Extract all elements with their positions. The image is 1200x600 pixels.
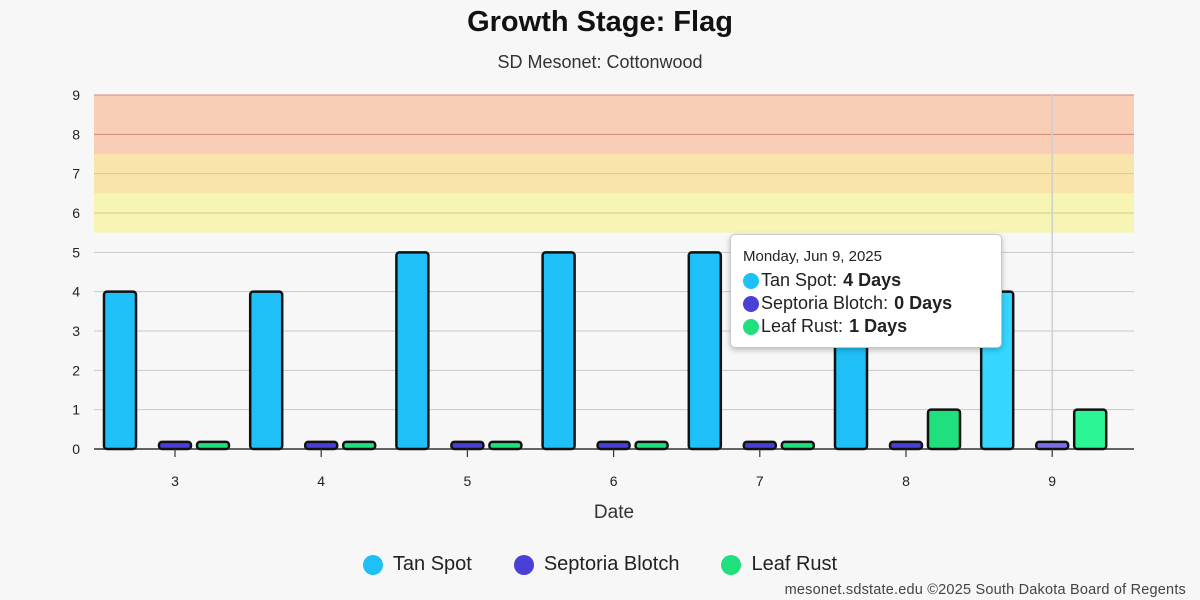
legend: Tan Spot Septoria Blotch Leaf Rust	[0, 553, 1200, 576]
y-tick-label: 3	[72, 323, 80, 339]
bar-leaf-rust-7	[780, 440, 816, 451]
y-tick-label: 7	[72, 166, 80, 182]
legend-label-leaf-rust: Leaf Rust	[751, 553, 838, 575]
tooltip-row-septoria-blotch: Septoria Blotch: 0 Days	[743, 292, 989, 315]
bar-septoria-blotch-7	[742, 440, 778, 451]
tooltip-date: Monday, Jun 9, 2025	[743, 248, 882, 265]
tooltip: Monday, Jun 9, 2025 Tan Spot: 4 Days Sep…	[730, 234, 1002, 348]
bar-leaf-rust-8	[926, 408, 962, 451]
tooltip-row-leaf-rust: Leaf Rust: 1 Days	[743, 315, 989, 338]
tooltip-marker-septoria-blotch	[743, 295, 759, 312]
bar-septoria-blotch-3	[157, 440, 193, 451]
bar-tan-spot-4	[248, 290, 284, 451]
x-tick-label: 7	[756, 473, 764, 489]
bar-tan-spot-5	[395, 251, 430, 451]
y-tick-label: 6	[72, 205, 80, 221]
tooltip-value-septoria-blotch: 0 Days	[894, 293, 953, 313]
bar-tan-spot-3	[102, 290, 138, 451]
legend-item-septoria-blotch[interactable]: Septoria Blotch	[513, 553, 680, 576]
bar-septoria-blotch-9	[1034, 440, 1070, 451]
legend-marker-septoria-blotch	[513, 554, 534, 575]
bar-leaf-rust-6	[634, 440, 669, 451]
y-tick-label: 0	[72, 441, 80, 457]
x-tick-label: 6	[610, 473, 618, 489]
chart-subtitle: SD Mesonet: Cottonwood	[497, 52, 703, 72]
y-tick-label: 8	[72, 126, 80, 142]
tooltip-value-leaf-rust: 1 Days	[849, 316, 908, 336]
bar-leaf-rust-3	[195, 440, 231, 451]
x-axis-label: Date	[594, 502, 634, 523]
bar-septoria-blotch-6	[596, 440, 631, 451]
tooltip-name-tan-spot: Tan Spot	[761, 270, 833, 290]
bar-septoria-blotch-8	[888, 440, 924, 451]
y-tick-label: 4	[72, 284, 80, 300]
y-tick-label: 9	[72, 87, 80, 103]
legend-label-tan-spot: Tan Spot	[392, 553, 472, 575]
legend-item-leaf-rust[interactable]: Leaf Rust	[721, 553, 837, 576]
bar-leaf-rust-5	[488, 440, 523, 451]
bar-leaf-rust-4	[341, 440, 377, 451]
bar-septoria-blotch-4	[303, 440, 339, 451]
legend-item-tan-spot[interactable]: Tan Spot	[362, 553, 472, 576]
legend-marker-tan-spot	[362, 554, 383, 575]
tooltip-name-septoria-blotch: Septoria Blotch	[761, 293, 884, 313]
chart-title: Growth Stage: Flag	[467, 6, 733, 38]
tooltip-marker-leaf-rust	[743, 318, 759, 335]
credit-text[interactable]: mesonet.sdstate.edu ©2025 South Dakota B…	[784, 582, 1186, 598]
x-tick-label: 9	[1048, 473, 1056, 489]
x-tick-label: 3	[171, 473, 179, 489]
x-tick-label: 4	[317, 473, 325, 489]
legend-label-septoria-blotch: Septoria Blotch	[543, 553, 680, 575]
legend-marker-leaf-rust	[721, 554, 742, 575]
y-tick-label: 2	[72, 362, 80, 378]
bar-tan-spot-7	[687, 251, 723, 451]
tooltip-name-leaf-rust: Leaf Rust	[761, 316, 839, 336]
x-tick-label: 8	[902, 473, 910, 489]
bar-leaf-rust-9	[1072, 408, 1108, 451]
bar-tan-spot-6	[541, 251, 576, 451]
bar-septoria-blotch-5	[450, 440, 485, 451]
y-tick-label: 5	[72, 244, 80, 260]
tooltip-marker-tan-spot	[743, 272, 759, 289]
x-tick-label: 5	[464, 473, 472, 489]
tooltip-row-tan-spot: Tan Spot: 4 Days	[743, 269, 989, 292]
tooltip-value-tan-spot: 4 Days	[843, 270, 902, 290]
risk-band-2	[94, 95, 1134, 154]
y-tick-label: 1	[72, 402, 80, 418]
